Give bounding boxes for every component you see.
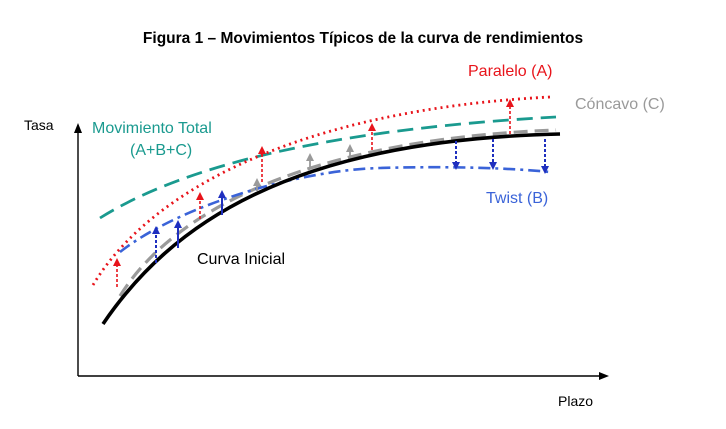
y-axis-label: Tasa xyxy=(24,117,54,133)
total-movement-label-line1: Movimiento Total xyxy=(92,120,212,137)
twist-arrows xyxy=(152,139,549,263)
initial-curve xyxy=(101,132,561,326)
total-movement-curve xyxy=(99,115,557,220)
parallel-label: Paralelo (A) xyxy=(468,63,552,80)
parallel-curve xyxy=(91,95,551,286)
twist-label: Twist (B) xyxy=(486,190,548,207)
initial-curve-label: Curva Inicial xyxy=(197,251,285,268)
parallel-arrows xyxy=(113,99,514,287)
figure-title: Figura 1 – Movimientos Típicos de la cur… xyxy=(142,30,584,47)
twist-curve xyxy=(119,165,551,254)
x-axis-label: Plazo xyxy=(558,393,593,409)
concave-arrows xyxy=(253,144,354,191)
total-movement-label-line2: (A+B+C) xyxy=(130,142,192,159)
concave-label: Cóncavo (C) xyxy=(575,96,665,113)
